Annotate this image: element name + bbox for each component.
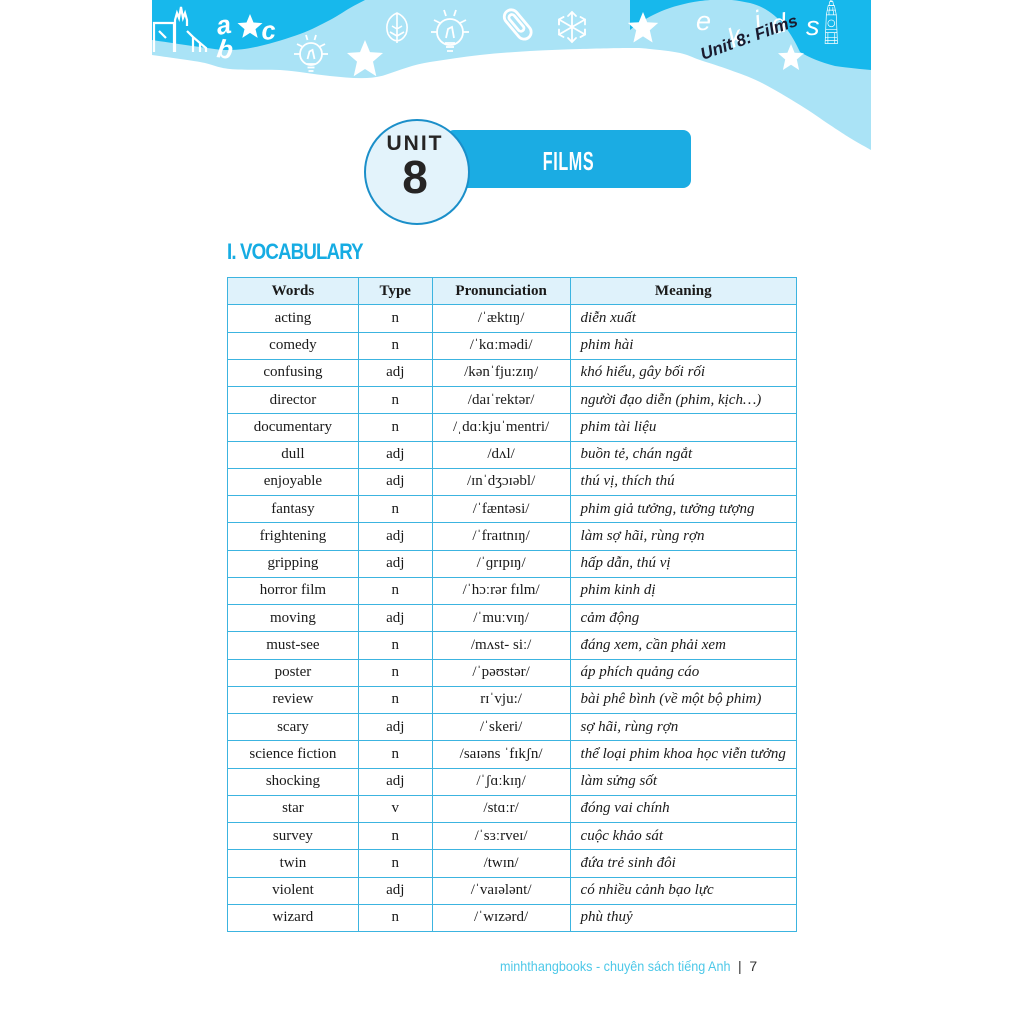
svg-text:e: e xyxy=(696,6,711,36)
svg-text:s: s xyxy=(806,11,820,41)
